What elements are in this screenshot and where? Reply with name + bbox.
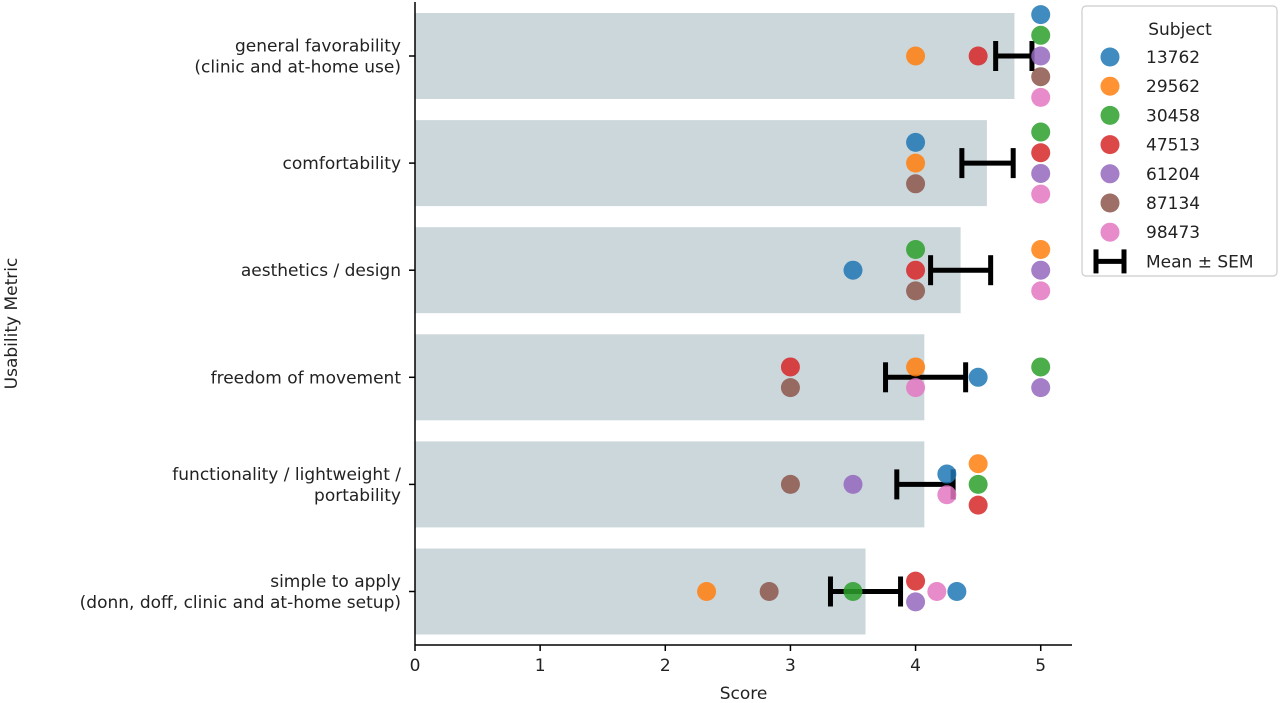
point-13762-row-0 (1031, 5, 1051, 25)
category-label-5-0: simple to apply (270, 572, 401, 592)
point-13762-row-4 (937, 464, 957, 484)
point-29562-row-4 (968, 454, 988, 474)
axes-group: 0 1 2 3 4 5 general favorability(clinic and at… (80, 2, 1072, 676)
category-label-4-0: functionality / lightweight / (172, 465, 401, 485)
point-30458-row-5 (843, 582, 863, 601)
point-61204-row-5 (906, 592, 926, 612)
legend-marker-47513 (1100, 135, 1120, 155)
bar-5 (415, 548, 866, 635)
point-61204-row-3 (1031, 378, 1051, 398)
point-87134-row-5 (759, 582, 779, 601)
legend-label-87134: 87134 (1146, 194, 1200, 214)
point-29562-row-0 (906, 46, 926, 66)
bar-2 (415, 227, 961, 314)
point-47513-row-4 (968, 495, 988, 515)
point-47513-row-1 (1031, 143, 1051, 163)
legend-label-61204: 61204 (1146, 165, 1200, 185)
point-29562-row-2 (1031, 240, 1051, 259)
bar-4 (415, 441, 925, 528)
category-label-4-1: portability (314, 486, 401, 506)
point-30458-row-0 (1031, 25, 1051, 45)
point-13762-row-1 (906, 132, 926, 152)
bar-1 (415, 120, 987, 207)
legend-label-13762: 13762 (1146, 48, 1200, 68)
x-tick-label-2: 2 (660, 656, 671, 676)
x-tick-label-5: 5 (1035, 656, 1046, 676)
x-axis-title: Score (720, 684, 768, 703)
legend-marker-13762 (1100, 47, 1120, 67)
point-13762-row-3 (968, 367, 988, 387)
category-label-0-0: general favorability (235, 37, 401, 57)
legend-label-mean-sem: Mean ± SEM (1146, 252, 1254, 272)
x-tick-label-1: 1 (535, 656, 546, 676)
bars-group (415, 13, 1015, 635)
legend-marker-87134 (1100, 193, 1120, 213)
point-98473-row-0 (1031, 87, 1051, 107)
point-98473-row-4 (937, 485, 957, 505)
x-tick-label-4: 4 (910, 656, 921, 676)
point-61204-row-0 (1031, 46, 1051, 66)
legend-marker-30458 (1100, 105, 1120, 125)
point-30458-row-4 (968, 474, 988, 494)
point-98473-row-5 (927, 582, 947, 601)
point-87134-row-1 (906, 174, 926, 194)
y-axis-title: Usability Metric (2, 258, 22, 390)
point-29562-row-3 (906, 357, 926, 377)
legend-marker-61204 (1100, 164, 1120, 184)
legend-marker-29562 (1100, 76, 1120, 96)
point-29562-row-1 (906, 153, 926, 173)
point-87134-row-0 (1031, 67, 1051, 87)
legend-label-98473: 98473 (1146, 223, 1200, 243)
x-tick-label-3: 3 (785, 656, 796, 676)
point-30458-row-1 (1031, 122, 1051, 142)
point-98473-row-3 (906, 378, 926, 398)
category-label-3-0: freedom of movement (211, 368, 402, 388)
point-98473-row-2 (1031, 281, 1051, 301)
legend-marker-98473 (1100, 222, 1120, 242)
legend: Subject 13762 29562 30458 47513 61204 87134 98… (1081, 5, 1278, 277)
point-29562-row-5 (697, 582, 717, 601)
legend-box (1081, 5, 1278, 277)
legend-label-30458: 30458 (1146, 106, 1200, 126)
point-30458-row-2 (906, 240, 926, 259)
bar-3 (415, 334, 925, 421)
errorbars-group (827, 41, 1035, 607)
category-label-1-0: comfortability (283, 154, 401, 174)
point-47513-row-3 (780, 357, 800, 377)
point-61204-row-2 (1031, 260, 1051, 280)
point-47513-row-5 (906, 571, 926, 591)
point-98473-row-1 (1031, 184, 1051, 204)
category-label-5-1: (donn, doff, clinic and at-home setup) (80, 593, 401, 613)
category-label-0-1: (clinic and at-home use) (194, 58, 401, 78)
point-13762-row-2 (843, 260, 863, 280)
legend-label-47513: 47513 (1146, 136, 1200, 156)
legend-title: Subject (1148, 20, 1212, 40)
point-61204-row-4 (843, 474, 863, 494)
category-label-2-0: aesthetics / design (241, 261, 401, 281)
point-87134-row-3 (780, 378, 800, 398)
points-group (697, 5, 1051, 612)
point-30458-row-3 (1031, 357, 1051, 377)
point-47513-row-0 (968, 46, 988, 66)
point-47513-row-2 (906, 260, 926, 280)
point-61204-row-1 (1031, 163, 1051, 183)
legend-label-29562: 29562 (1146, 77, 1200, 97)
point-87134-row-2 (906, 281, 926, 301)
point-87134-row-4 (780, 474, 800, 494)
point-13762-row-5 (947, 582, 967, 601)
x-tick-label-0: 0 (410, 656, 421, 676)
